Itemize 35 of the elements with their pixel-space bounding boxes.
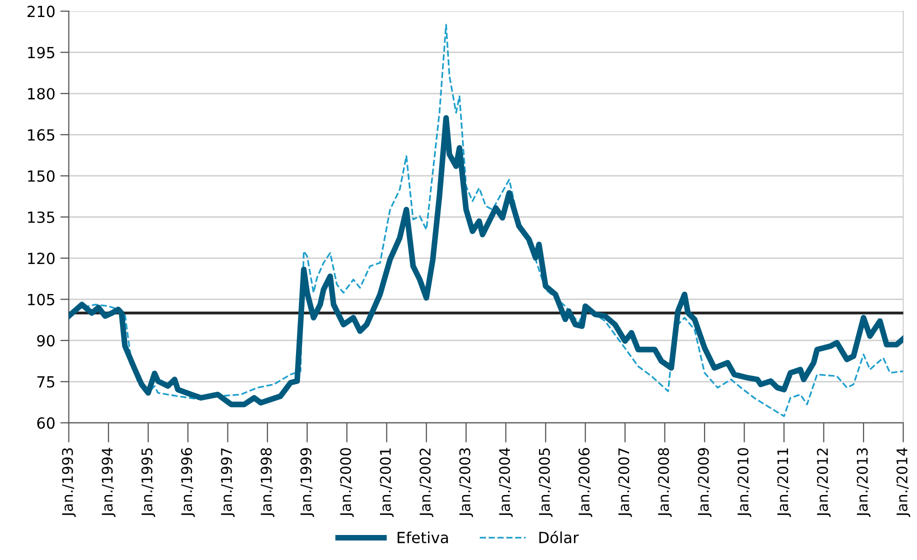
y-tick-label: 165 bbox=[28, 129, 54, 141]
x-tick-label: Jan./1999 bbox=[300, 448, 314, 518]
y-tick-label: 150 bbox=[28, 170, 55, 182]
y-tick-label: 180 bbox=[28, 88, 55, 100]
y-tick-label: 195 bbox=[28, 46, 54, 58]
x-tick-label: Jan./1997 bbox=[220, 448, 235, 518]
y-tick-label: 210 bbox=[28, 6, 55, 18]
x-tick-label: Jan./2012 bbox=[816, 448, 831, 518]
x-tick-label: Jan./2002 bbox=[420, 448, 434, 518]
x-tick-label: Jan./2008 bbox=[658, 448, 672, 518]
y-tick-label: 120 bbox=[28, 252, 55, 264]
x-tick-label: Jan./1996 bbox=[181, 448, 195, 518]
y-tick-label: 135 bbox=[28, 211, 54, 224]
x-tick-label: Jan./2010 bbox=[737, 448, 752, 518]
x-tick-label: Jan./2011 bbox=[777, 448, 791, 518]
x-tick-label: Jan./2001 bbox=[380, 448, 394, 518]
x-tick-label: Jan./2005 bbox=[538, 448, 553, 518]
x-tick-label: Jan./2003 bbox=[459, 448, 474, 518]
x-tick-label: Jan./2006 bbox=[578, 448, 592, 518]
x-tick-label: Jan./1993 bbox=[62, 448, 76, 518]
x-tick-label: Jan./1994 bbox=[102, 448, 116, 518]
x-tick-label: Jan./1998 bbox=[260, 448, 274, 518]
x-tick-label: Jan./1995 bbox=[141, 448, 156, 518]
x-tick-label: Jan./2007 bbox=[618, 448, 632, 518]
x-tick-label: Jan./2013 bbox=[856, 448, 870, 518]
x-tick-label: Jan./2009 bbox=[698, 448, 712, 518]
y-tick-label: 90 bbox=[37, 334, 55, 346]
y-tick-label: 60 bbox=[37, 417, 55, 429]
y-tick-label: 75 bbox=[37, 376, 54, 388]
y-tick-label: 105 bbox=[28, 294, 54, 306]
x-tick-label: Jan./2000 bbox=[340, 448, 354, 518]
x-tick-label: Jan./2014 bbox=[896, 448, 910, 518]
legend-label: Dólar bbox=[539, 530, 579, 544]
legend-label: Efetiva bbox=[398, 531, 448, 544]
x-tick-label: Jan./2004 bbox=[499, 448, 513, 518]
